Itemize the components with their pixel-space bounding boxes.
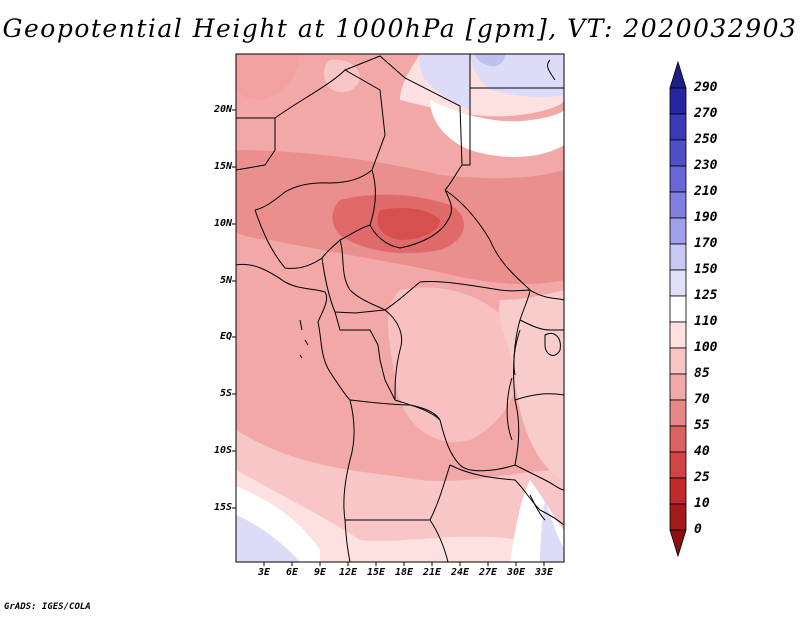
lat-label-10s: 10S: [213, 445, 232, 456]
colorbar-level-label: 170: [694, 236, 718, 251]
border-egypt-sudan: [462, 54, 471, 166]
lon-label-33e: 33E: [534, 567, 554, 578]
colorbar-level-label: 55: [694, 418, 710, 433]
colorbar-segment: [669, 503, 687, 531]
colorbar-segment: [669, 399, 687, 427]
colorbar-segment: [669, 529, 687, 558]
lat-label-15n: 15N: [213, 161, 232, 172]
lon-label-21e: 21E: [422, 567, 442, 578]
colorbar-level-label: 150: [694, 262, 718, 277]
field-ne-white: [430, 100, 564, 157]
lon-label-18e: 18E: [394, 567, 414, 578]
colorbar-segment: [669, 477, 687, 505]
coastline-atlantic: [236, 263, 355, 562]
field-congo-light: [388, 287, 521, 442]
lake-albert: [513, 329, 521, 376]
colorbar-level-label: 230: [694, 158, 718, 173]
plot-frame: [235, 53, 565, 563]
colorbar-level-label: 0: [694, 522, 702, 537]
border-angola-north: [349, 399, 441, 421]
colorbar-segment: [669, 243, 687, 271]
credit-text: GrADS: IGES/COLA: [4, 602, 91, 612]
island-bioko: [299, 319, 309, 359]
colorbar-level-label: 110: [694, 314, 718, 329]
colorbar-level-label: 125: [694, 288, 718, 303]
lon-label-3e: 3E: [257, 567, 271, 578]
colorbar-segment: [669, 139, 687, 167]
colorbar-segment: [669, 347, 687, 375]
lon-label-6e: 6E: [285, 567, 299, 578]
colorbar-level-label: 70: [694, 392, 710, 407]
border-tanzania: [514, 393, 564, 401]
border-libya-chad: [344, 55, 463, 191]
lat-label-eq: EQ: [219, 331, 232, 342]
lat-label-5s: 5S: [219, 388, 232, 399]
lat-label-20n: 20N: [213, 104, 232, 115]
lon-label-9e: 9E: [313, 567, 327, 578]
border-uganda: [519, 319, 564, 331]
colorbar-level-label: 100: [694, 340, 718, 355]
lat-label-15s: 15S: [213, 502, 232, 513]
border-sudan-east: [444, 189, 564, 301]
colorbar-segment: [669, 217, 687, 245]
axis-ticks: [232, 109, 545, 566]
colorbar-segment: [669, 321, 687, 349]
colorbar-level-label: 25: [694, 470, 710, 485]
colorbar-segment: [669, 165, 687, 193]
colorbar-segment: [669, 113, 687, 141]
border-botswana: [429, 519, 449, 562]
border-congo: [334, 311, 441, 421]
border-west-sahara: [236, 117, 276, 171]
field-southeast-blue: [540, 500, 564, 562]
border-zambia: [449, 464, 564, 526]
lake-victoria: [544, 333, 561, 356]
colorbar-segment: [669, 191, 687, 219]
country-borders: [236, 54, 564, 562]
field-south-lighter: [236, 470, 564, 562]
colorbar-level-label: 40: [694, 444, 710, 459]
colorbar-segment: [669, 60, 687, 89]
map-title: Geopotential Height at 1000hPa [gpm], VT…: [2, 14, 798, 43]
colorbar-level-label: 250: [694, 132, 718, 147]
colorbar-level-label: 10: [694, 496, 710, 511]
border-car: [339, 239, 531, 311]
colorbar-segment: [669, 87, 687, 115]
sinai-coast: [547, 59, 556, 81]
field-nw-patch: [236, 54, 300, 100]
colorbar-level-label: 85: [694, 366, 710, 381]
field-east-light: [498, 290, 564, 480]
border-malawi: [514, 464, 564, 491]
colorbar-level-label: 270: [694, 106, 718, 121]
colorbar-segment: [669, 451, 687, 479]
colorbar-segment: [669, 373, 687, 401]
colorbar-level-label: 190: [694, 210, 718, 225]
field-ne-blue-3: [475, 54, 505, 67]
lon-label-15e: 15E: [366, 567, 386, 578]
border-drc-west: [384, 309, 403, 401]
lon-label-12e: 12E: [338, 567, 358, 578]
field-sahel-darkest: [377, 208, 440, 240]
lon-label-27e: 27E: [478, 567, 498, 578]
contour-field: [236, 54, 564, 562]
colorbar: [669, 60, 687, 558]
lon-label-30e: 30E: [506, 567, 526, 578]
border-niger-mali: [254, 69, 386, 211]
border-namibia: [345, 464, 451, 521]
colorbar-segment: [669, 295, 687, 323]
colorbar-level-label: 210: [694, 184, 718, 199]
colorbar-level-label: 290: [694, 80, 718, 95]
lon-label-24e: 24E: [450, 567, 470, 578]
lat-label-5n: 5N: [219, 275, 232, 286]
colorbar-segment: [669, 425, 687, 453]
colorbar-segment: [669, 269, 687, 297]
border-chad-south: [369, 169, 452, 249]
field-southwest-blue: [236, 515, 300, 562]
lake-tanganyika: [506, 377, 513, 441]
border-drc-east: [439, 289, 531, 472]
field-ne-blue-1: [419, 54, 470, 110]
lake-malawi: [529, 494, 546, 521]
lat-label-10n: 10N: [213, 218, 232, 229]
